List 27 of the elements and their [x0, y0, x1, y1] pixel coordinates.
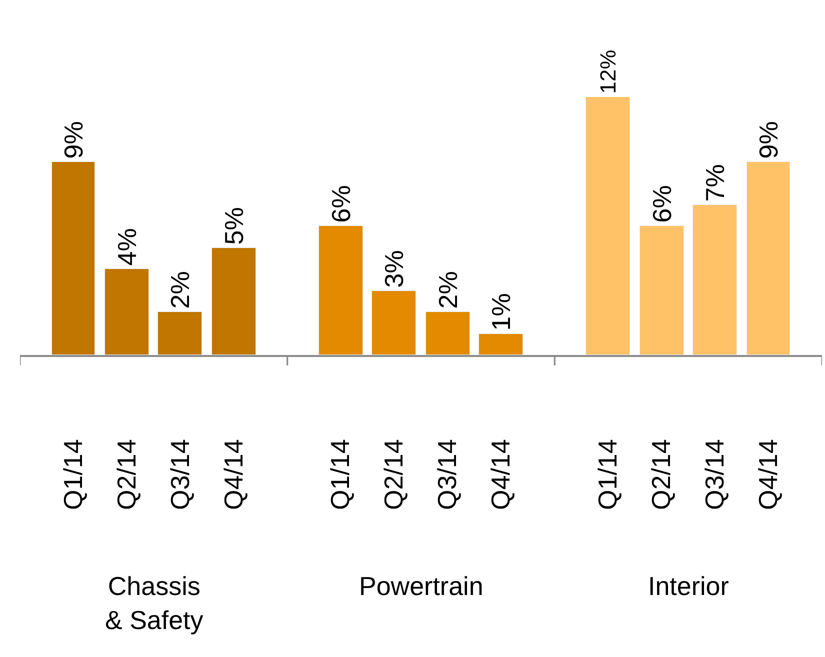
- text: Powertrain: [359, 571, 484, 601]
- data-label: 4%: [112, 228, 142, 266]
- data-label: 9%: [58, 121, 88, 159]
- x-tick-label: Q4/14: [752, 439, 783, 510]
- x-tick-label: Q3/14: [164, 439, 195, 510]
- data-label: 2%: [432, 271, 463, 309]
- x-tick-label: Q1/14: [58, 439, 88, 510]
- x-tick-label: Q2/14: [378, 439, 409, 510]
- text: Chassis & Safety: [105, 571, 204, 635]
- data-label: 7%: [700, 164, 730, 202]
- x-tick-label: Q3/14: [700, 439, 730, 510]
- x-tick-label: Q3/14: [432, 439, 462, 510]
- x-tick-label: Q4/14: [486, 439, 516, 510]
- x-tick-label: Q4/14: [218, 439, 248, 510]
- x-tick-label: Q2/14: [111, 439, 142, 510]
- x-tick-label: Q1/14: [325, 439, 356, 510]
- text: Interior: [648, 571, 730, 601]
- data-label: 2%: [164, 271, 195, 309]
- data-label: 6%: [646, 185, 677, 223]
- data-label: 6%: [326, 185, 356, 223]
- data-label: 5%: [218, 207, 249, 245]
- data-label: 1%: [486, 293, 516, 331]
- data-label: 12%: [595, 50, 620, 94]
- data-label: 9%: [753, 121, 784, 159]
- x-tick-label: Q2/14: [646, 439, 676, 510]
- data-label: 3%: [378, 250, 409, 288]
- x-tick-label: Q1/14: [592, 439, 623, 510]
